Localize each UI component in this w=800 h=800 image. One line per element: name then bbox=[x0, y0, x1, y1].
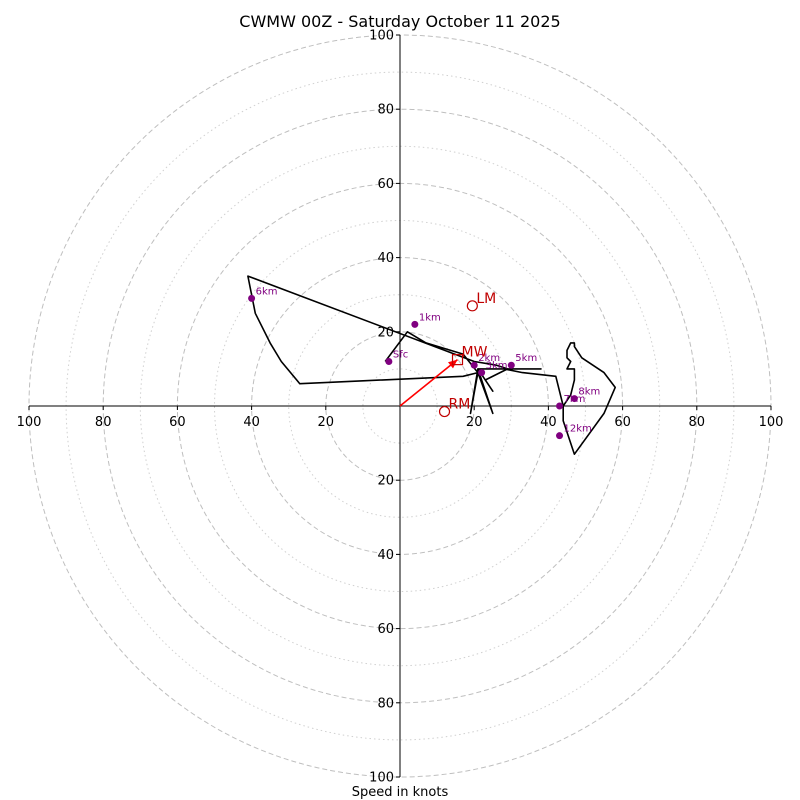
x-tick-label: 40 bbox=[540, 415, 557, 430]
storm-motion-marker bbox=[438, 405, 451, 418]
storm-motion-marker bbox=[466, 300, 478, 312]
x-tick-label: 60 bbox=[614, 415, 631, 430]
height-point-marker bbox=[570, 395, 578, 403]
y-tick-label: 100 bbox=[369, 771, 394, 786]
chart-title: CWMW 00Z - Saturday October 11 2025 bbox=[239, 12, 560, 31]
height-point-label: 12km bbox=[564, 424, 592, 435]
y-tick-label: 100 bbox=[369, 29, 394, 44]
height-point-marker bbox=[385, 357, 393, 365]
x-tick-label: 60 bbox=[169, 415, 186, 430]
tick-labels: 1001008080606040402020202040406060808010… bbox=[17, 29, 784, 786]
storm-motion-marker bbox=[451, 354, 464, 366]
height-point-marker bbox=[507, 361, 515, 369]
x-axis-label: Speed in knots bbox=[352, 785, 449, 800]
y-tick-label: 40 bbox=[377, 548, 394, 563]
x-tick-label: 80 bbox=[689, 415, 706, 430]
height-point-label: 2km bbox=[478, 353, 500, 364]
x-tick-label: 100 bbox=[759, 415, 784, 430]
height-point-label: Sfc bbox=[393, 349, 408, 360]
height-point-label: 5km bbox=[515, 353, 537, 364]
height-point-label: 1km bbox=[419, 312, 441, 323]
height-point-marker bbox=[411, 320, 419, 328]
x-tick-label: 40 bbox=[243, 415, 260, 430]
mean-wind-arrow-shaft bbox=[399, 359, 459, 407]
x-tick-label: 80 bbox=[95, 415, 112, 430]
height-point-label: 6km bbox=[256, 286, 278, 297]
height-point-marker bbox=[556, 432, 564, 440]
y-tick-label: 20 bbox=[377, 474, 394, 489]
hodograph-trace bbox=[247, 275, 617, 456]
y-tick-label: 80 bbox=[377, 696, 394, 711]
height-point-label: 8km bbox=[578, 387, 600, 398]
storm-motion-label: LM bbox=[476, 291, 496, 307]
storm-motion-markers: LM MW RM bbox=[438, 291, 496, 418]
y-tick-label: 60 bbox=[377, 622, 394, 637]
storm-motion-label: RM bbox=[449, 397, 471, 413]
y-tick-label: 80 bbox=[377, 103, 394, 118]
y-tick-label: 60 bbox=[377, 177, 394, 192]
y-tick-label: 40 bbox=[377, 251, 394, 266]
height-point-marker bbox=[248, 294, 256, 302]
hodograph-line bbox=[247, 275, 617, 456]
height-point-marker bbox=[470, 361, 478, 369]
x-tick-label: 20 bbox=[466, 415, 483, 430]
x-tick-label: 20 bbox=[318, 415, 335, 430]
storm-motion-label: MW bbox=[462, 345, 488, 361]
height-point-marker bbox=[556, 402, 564, 410]
height-point-label: 3km bbox=[486, 361, 508, 372]
height-points: Sfc1km2km3km5km6km7km8km12km bbox=[248, 286, 600, 440]
x-tick-label: 100 bbox=[17, 415, 42, 430]
height-point-marker bbox=[478, 369, 486, 377]
